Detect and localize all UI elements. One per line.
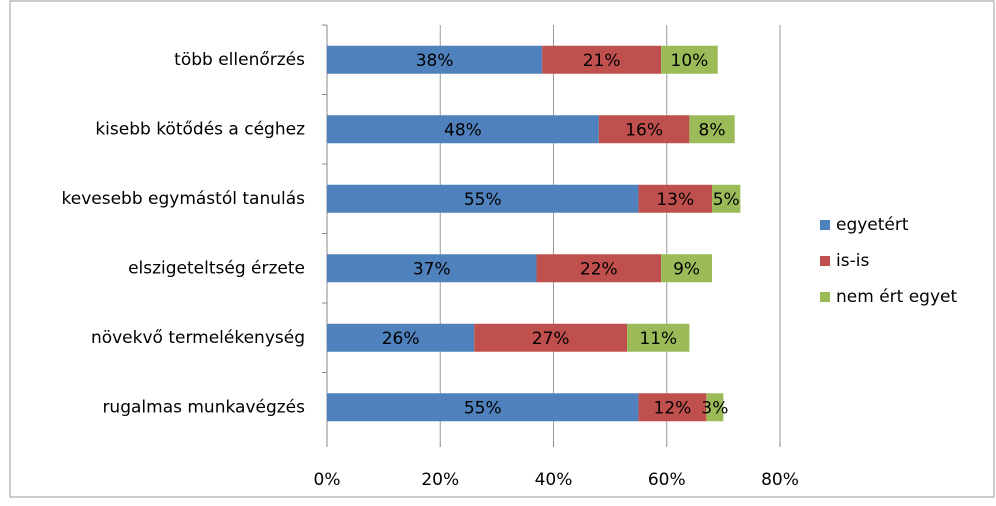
data-label: 8% [699,120,726,140]
bar-segment [327,393,639,422]
bar-segment [474,323,628,352]
x-tick-label: 80% [761,470,799,490]
x-tick-label: 20% [421,470,459,490]
x-tick-label: 40% [535,470,573,490]
bar-segment [627,323,690,352]
legend-swatch [820,256,830,266]
data-label: 27% [532,329,570,349]
data-label: 55% [464,398,502,418]
legend-label: egyetért [836,215,909,235]
y-tick-label: kevesebb egymástól tanulás [62,189,306,209]
data-label: 12% [654,398,692,418]
data-label: 48% [444,120,482,140]
bar-segment [327,184,639,213]
bar-segment [327,323,475,352]
bar-segment [327,45,543,74]
x-tick-label: 60% [648,470,686,490]
bar-segment [638,393,707,422]
bar-segment [536,254,662,283]
data-label: 3% [701,398,728,418]
bar-segment [661,45,718,74]
chart-frame [9,0,995,498]
data-label: 10% [671,51,709,71]
y-tick-label: több ellenőrzés [174,50,305,70]
data-label: 9% [673,259,700,279]
legend-swatch [820,220,830,230]
x-tick-label: 0% [314,470,341,490]
bar-segment [689,115,735,144]
bar-segment [542,45,662,74]
data-label: 38% [416,51,454,71]
data-label: 22% [580,259,618,279]
data-label: 16% [625,120,663,140]
data-label: 21% [583,51,621,71]
data-label: 13% [656,190,694,210]
y-tick-label: növekvő termelékenység [91,328,305,348]
data-label: 5% [713,190,740,210]
bar-segment [638,184,713,213]
data-label: 37% [413,259,451,279]
data-label: 26% [382,329,420,349]
bar-segment [712,184,741,213]
bar-segment [327,254,537,283]
legend-label: nem ért egyet [836,287,957,307]
bar-segment [598,115,690,144]
legend-label: is-is [836,251,869,271]
y-tick-label: elszigeteltség érzete [128,258,305,278]
bar-segment [327,115,599,144]
data-label: 11% [639,329,677,349]
bar-segment [706,393,724,422]
legend-swatch [820,292,830,302]
bar-segment [661,254,713,283]
y-tick-label: rugalmas munkavégzés [102,397,305,417]
y-tick-label: kisebb kötődés a céghez [95,119,305,139]
data-label: 55% [464,190,502,210]
